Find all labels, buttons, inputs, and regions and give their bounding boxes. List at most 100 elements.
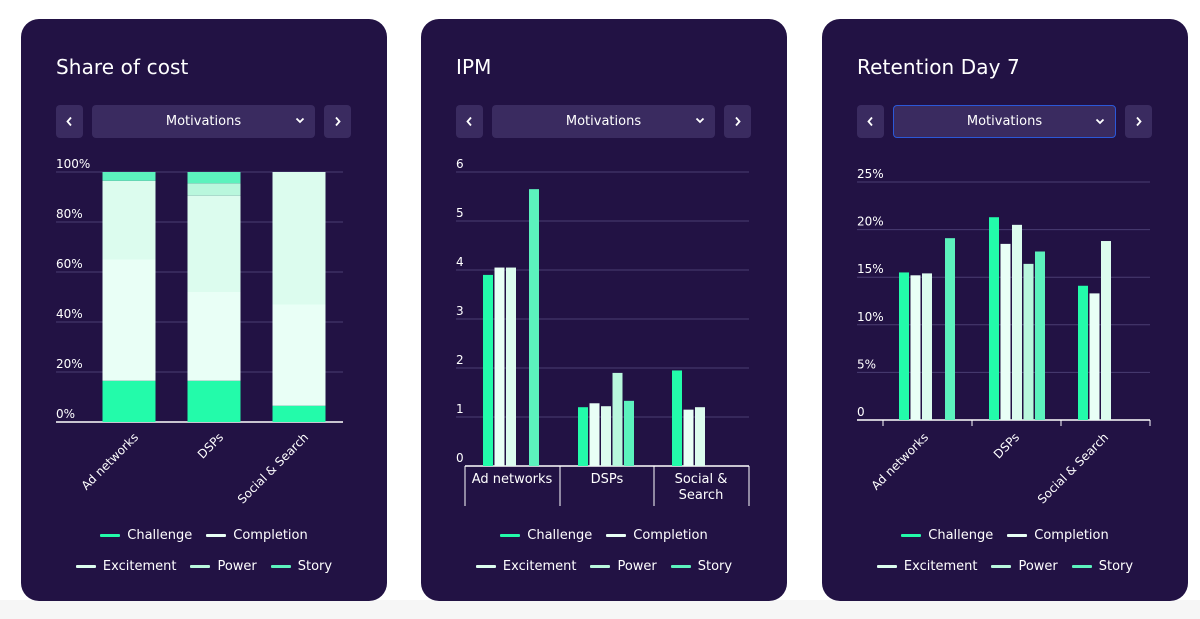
bar-completion [589, 403, 600, 466]
legend-swatch [901, 534, 922, 537]
bar-challenge [578, 407, 588, 466]
legend: Challenge Completion Excitement Power Story [421, 519, 787, 589]
dropdown-label: Motivations [966, 114, 1043, 129]
y-tick-label: 20% [857, 215, 884, 229]
legend-item-excitement: Excitement [75, 559, 177, 574]
card-title: Retention Day 7 [857, 55, 1020, 79]
legend-swatch [270, 565, 291, 568]
legend-label: Excitement [102, 559, 177, 574]
legend-swatch [500, 534, 521, 537]
legend-swatch [1007, 534, 1028, 537]
chevron-right-icon [1136, 116, 1142, 127]
bar-excitement [1012, 224, 1022, 420]
legend-swatch [670, 565, 691, 568]
x-tick-label: DSPs [591, 472, 624, 487]
legend-swatch [606, 534, 627, 537]
x-tick-label: Search [679, 488, 724, 503]
motivations-dropdown[interactable]: Motivations [92, 105, 315, 138]
y-tick-label: 60% [56, 257, 83, 271]
bar-challenge [899, 272, 909, 420]
bar-excitement [1101, 241, 1111, 420]
chevron-right-icon [335, 116, 341, 127]
next-button[interactable] [324, 105, 351, 138]
legend-label: Challenge [527, 528, 593, 543]
y-tick-label: 6 [456, 157, 464, 171]
legend-swatch [206, 534, 227, 537]
legend-label: Power [1018, 559, 1058, 574]
y-tick-label: 15% [857, 262, 884, 276]
bar-segment-story [102, 172, 156, 181]
bar-completion [683, 409, 694, 466]
bar-power [612, 372, 623, 466]
bar-segment-completion [272, 304, 326, 406]
y-tick-label: 100% [56, 157, 90, 171]
legend-item-completion: Completion [1007, 528, 1109, 543]
x-tick-label: Ad networks [79, 430, 142, 493]
legend-row: Excitement Power Story [421, 559, 787, 574]
legend-label: Challenge [127, 528, 193, 543]
next-button[interactable] [724, 105, 751, 138]
retention-day-7-chart: 0 5% 10% 15% 20% 25% Ad networks DSPs Social & S… [857, 167, 1151, 506]
legend-item-challenge: Challenge [500, 528, 592, 543]
bar-excitement [506, 267, 516, 466]
legend-row: Challenge Completion [21, 528, 387, 543]
y-tick-label: 4 [456, 255, 464, 269]
legend-item-completion: Completion [606, 528, 708, 543]
bar-story [945, 238, 955, 420]
bar-challenge [989, 217, 999, 420]
dropdown-label: Motivations [565, 114, 642, 129]
bar-challenge [672, 370, 682, 466]
legend-label: Excitement [903, 559, 978, 574]
bar-completion [1089, 293, 1100, 420]
chevron-left-icon [867, 116, 873, 127]
next-button[interactable] [1125, 105, 1152, 138]
x-tick-label: Social & Search [235, 430, 311, 506]
x-tick-label: DSPs [195, 430, 226, 461]
legend-item-completion: Completion [206, 528, 308, 543]
chevron-down-icon [1095, 118, 1105, 125]
y-tick-label: 80% [56, 207, 83, 221]
bar-segment-excitement [102, 180, 156, 260]
y-tick-label: 0% [56, 407, 75, 421]
bar-segment-challenge [102, 380, 156, 422]
legend-item-excitement: Excitement [475, 559, 576, 574]
legend-item-story: Story [270, 559, 333, 574]
legend-label: Story [297, 559, 333, 574]
chevron-right-icon [735, 116, 741, 127]
bar-challenge [483, 274, 493, 466]
y-tick-label: 40% [56, 307, 83, 321]
y-tick-label: 10% [857, 310, 884, 324]
x-tick-label: Ad networks [869, 430, 932, 493]
legend: Challenge Completion Excitement Power Story [21, 519, 387, 589]
card-retention-day-7: Retention Day 7 Motivations 0 5% 10% 15% 20%… [822, 19, 1188, 601]
motivations-dropdown[interactable]: Motivations [893, 105, 1116, 138]
bar-story [624, 400, 634, 466]
y-tick-label: 25% [857, 167, 884, 181]
x-tick-label: DSPs [991, 430, 1022, 461]
prev-button[interactable] [857, 105, 884, 138]
legend-swatch [475, 565, 496, 568]
bar-segment-story [187, 172, 241, 184]
bar-excitement [922, 273, 932, 420]
legend-swatch [1071, 565, 1092, 568]
legend-label: Story [1098, 559, 1134, 574]
legend-row: Challenge Completion [421, 528, 787, 543]
legend-label: Completion [633, 528, 708, 543]
motivations-dropdown[interactable]: Motivations [492, 105, 715, 138]
legend-item-challenge: Challenge [901, 528, 993, 543]
legend-item-power: Power [190, 559, 257, 574]
prev-button[interactable] [56, 105, 83, 138]
prev-button[interactable] [456, 105, 483, 138]
card-ipm: IPM Motivations 0 1 2 3 4 5 6 Ad networks DSPs So… [421, 19, 787, 601]
y-tick-label: 1 [456, 402, 464, 416]
y-tick-label: 3 [456, 304, 464, 318]
x-tick-label: Social & Search [1035, 430, 1111, 506]
legend-label: Completion [1034, 528, 1109, 543]
legend-item-story: Story [670, 559, 732, 574]
y-tick-label: 5% [857, 357, 876, 371]
legend: Challenge Completion Excitement Power Story [822, 519, 1188, 589]
bar-completion [910, 275, 921, 420]
legend-item-challenge: Challenge [100, 528, 192, 543]
chevron-left-icon [466, 116, 472, 127]
legend-row: Challenge Completion [822, 528, 1188, 543]
